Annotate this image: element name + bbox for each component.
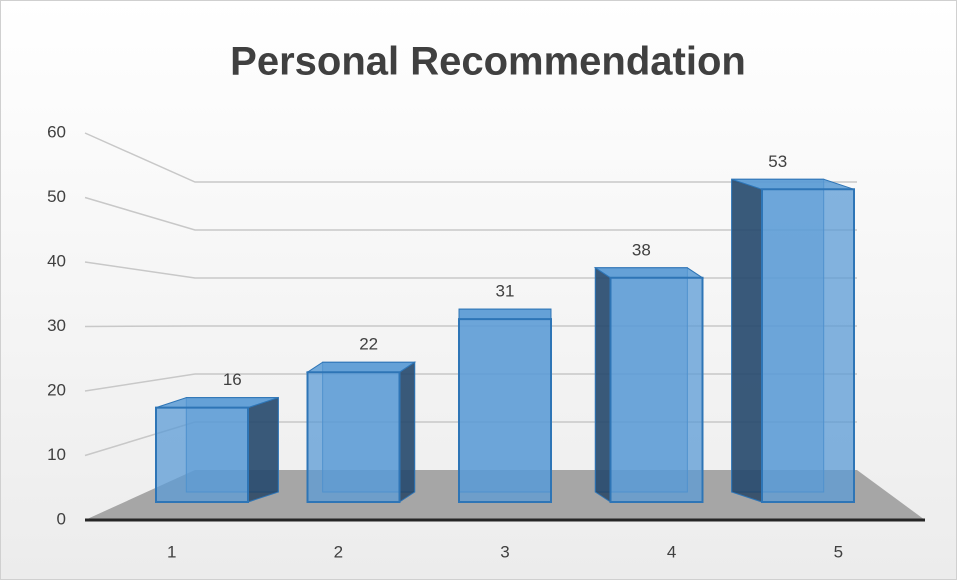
x-tick-label: 5 (834, 542, 843, 561)
y-tick-label: 10 (47, 445, 66, 464)
y-tick-label: 40 (47, 251, 66, 270)
y-tick-label: 20 (47, 380, 66, 399)
y-tick-label: 50 (47, 187, 66, 206)
data-label: 53 (768, 152, 787, 171)
x-tick-label: 1 (167, 542, 176, 561)
bar-side (731, 178, 763, 503)
bar (305, 361, 417, 503)
bar-side (247, 396, 279, 503)
bar-top (458, 308, 552, 320)
bar-top (593, 267, 705, 279)
data-label: 31 (496, 282, 515, 301)
bar-front (155, 406, 249, 503)
grid-line (84, 196, 857, 231)
bar (731, 178, 855, 503)
data-label: 22 (359, 335, 378, 354)
x-tick-label: 2 (334, 542, 343, 561)
bar-front (609, 276, 704, 503)
x-tick-label: 3 (500, 542, 509, 561)
bar (458, 308, 552, 503)
y-tick-label: 60 (47, 122, 66, 141)
bar-front (761, 188, 855, 503)
bar-side (594, 266, 611, 503)
y-tick-label: 0 (57, 509, 66, 528)
bar-front (458, 318, 552, 503)
y-tick-label: 30 (47, 316, 66, 335)
data-label: 38 (632, 240, 651, 259)
data-label: 16 (223, 370, 242, 389)
grid-line (84, 132, 857, 183)
bar-side (399, 361, 416, 503)
x-tick-label: 4 (667, 542, 676, 561)
bar (155, 396, 279, 503)
bar (593, 266, 705, 503)
chart-title: Personal Recommendation (230, 40, 746, 84)
bar-top (305, 361, 417, 373)
bar-front (306, 371, 401, 503)
